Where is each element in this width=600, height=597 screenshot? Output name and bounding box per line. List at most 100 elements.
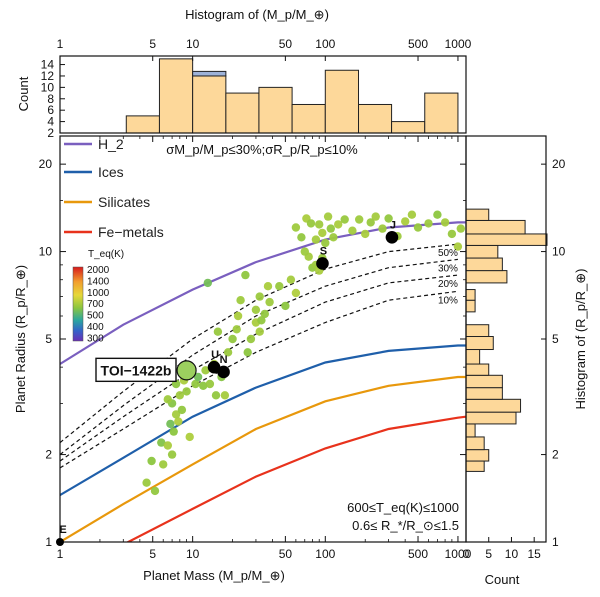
radius-histogram-bar [465,208,490,221]
dashed-curve-20pct [60,274,458,462]
colorbar-tick-label: 300 [87,333,104,344]
radius-histogram-bar [465,257,503,272]
dashed-curve-30pct [60,258,458,456]
planet-point [323,212,333,221]
solar-planet-j-label: J [390,219,396,231]
planet-point [163,441,172,450]
mass-histogram-bar [391,121,426,134]
model-curve-fe-metals [125,415,466,542]
x-tick-label: 10 [186,547,200,561]
stellar-radius-range-text: 0.6≤ R_*/R_⊙≤1.5 [352,518,459,533]
y-tick-label: 20 [39,157,53,171]
planet-point [401,217,410,226]
planet-point [361,229,370,239]
radius-histogram-xtick-label: 10 [505,547,519,561]
solar-planet-u-point [207,360,221,374]
main-scatter-panel: 1 5 10 50 100 500 1000 1 2 5 10 20 50% 30% 20% 10% TOI−… [13,135,472,583]
planet-point [182,387,191,396]
model-curve-silicates [60,375,466,542]
mass-histogram-ylabel: Count [16,76,31,111]
planet-point [265,297,274,307]
planet-point [456,224,465,233]
radius-histogram-ytick-label: 5 [552,332,559,346]
mass-histogram-xtick-label: 5 [149,37,156,51]
planet-point [233,311,243,321]
radius-histogram-bar [465,336,494,351]
planet-point [334,220,343,229]
planet-point [348,226,357,235]
mass-histogram-title: Histogram of (M_p/M_⊕) [185,7,329,22]
colorbar-tick-label: 2000 [87,265,110,276]
planet-point [236,296,245,305]
mass-histogram-ytick-label: 14 [41,58,55,72]
solar-planet-e-label: E [59,524,66,536]
radius-histogram-bar [465,270,508,284]
planet-point [201,366,210,375]
planet-point [223,348,233,357]
planet-point [174,417,183,426]
planet-point [228,334,237,344]
y-tick-label: 1 [45,535,52,549]
colorbar-tick-label: 400 [87,322,104,333]
planet-point [175,391,184,400]
legend: H_2 Ices Silicates Fe−metals [64,136,164,240]
x-tick-label: 100 [315,547,335,561]
dashed-curve-label-30pct: 30% [438,263,458,274]
radius-histogram-bar [465,219,526,235]
dashed-curve-label-10pct: 10% [438,295,458,306]
colorbar-title: T_eq(K) [88,249,124,260]
planet-point [378,224,387,233]
planet-point [291,223,301,232]
x-tick-label: 1 [57,547,64,561]
mass-histogram-bar [258,86,293,134]
solar-planet-n-point [217,365,230,379]
planet-point [440,218,450,227]
planet-point [255,292,264,301]
planet-point [211,391,221,400]
mass-histogram-ytick-label: 2 [47,126,54,140]
radius-histogram-bar [465,423,476,438]
colorbar-tick-label: 1000 [87,288,110,299]
solar-planet-n-label: N [220,354,228,366]
mass-histogram-xtick-label: 1000 [445,37,472,51]
main-ylabel: Planet Radius (R_p/R_⊕) [13,265,28,413]
colorbar-gradient [72,266,84,342]
mass-histogram: Histogram of (M_p/M_⊕) Count 24681012141… [16,7,472,140]
dashed-curve-10pct [60,290,458,469]
model-curve-h-2 [60,221,466,365]
y-tick-label: 2 [45,448,52,462]
planet-point [169,427,178,436]
solar-planet-e-point [56,538,64,546]
mass-histogram-xtick-label: 1 [57,37,64,51]
main-xlabel: Planet Mass (M_p/M_⊕) [143,568,285,583]
planet-point [453,242,463,251]
planet-point [321,238,330,248]
solar-planet-s-label: S [320,245,327,257]
mass-histogram-xtick-label: 500 [408,37,428,51]
radius-histogram-xlabel: Count [485,572,520,587]
radius-histogram-bar [465,299,476,313]
dashed-curve-label-20pct: 20% [438,279,458,290]
radius-histogram-bar [465,460,485,472]
toi-1422b-label: TOI−1422b [101,362,172,378]
mass-histogram-xtick-label: 50 [279,37,293,51]
colorbar-tick-label: 500 [87,311,104,322]
dashed-curve-50pct [60,243,458,444]
planet-point [371,212,380,221]
planet-point [281,301,290,311]
planet-point [243,348,252,357]
planet-point [241,270,250,280]
legend-label-ices: Ices [98,164,124,180]
planet-point [433,210,442,219]
planet-point [263,282,273,291]
mass-histogram-xtick-label: 10 [186,37,200,51]
planet-point [220,391,230,400]
planet-point [142,478,151,487]
radius-histogram-bar [465,324,490,338]
planet-point [291,288,301,298]
planet-point [255,327,264,336]
radius-histogram-bar [465,398,522,413]
mass-histogram-bar [291,103,326,134]
